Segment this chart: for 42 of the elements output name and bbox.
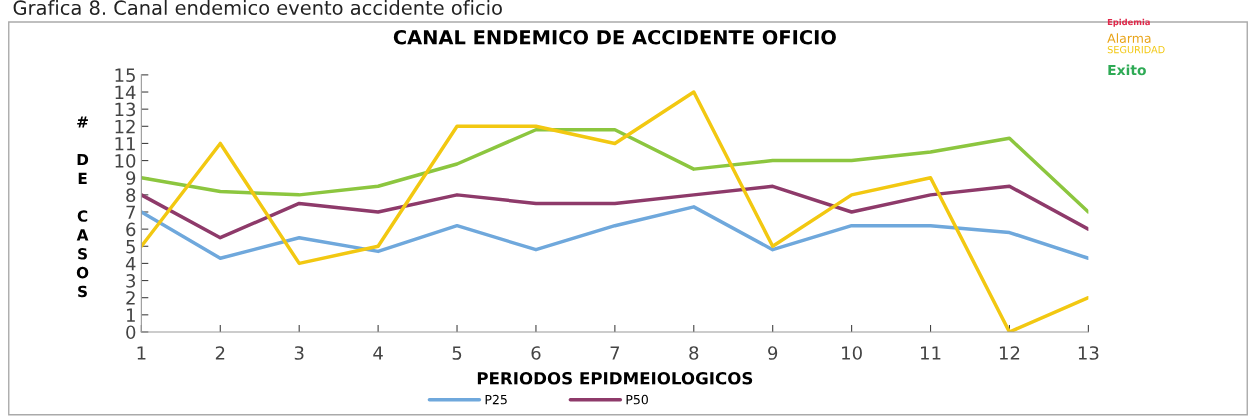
- line-series: [141, 205, 1089, 261]
- y-tick-label: 1: [127, 308, 135, 322]
- x-tick-label: 8: [689, 346, 699, 360]
- y-tick-label: 9: [126, 171, 136, 185]
- y-tick-label: 6: [126, 222, 136, 237]
- legend-label: P50: [626, 394, 648, 405]
- x-tick-label: 12: [999, 346, 1020, 360]
- y-tick-label: 4: [125, 257, 136, 271]
- y-tick-label: 12: [115, 119, 135, 134]
- x-tick-label: 2: [215, 346, 225, 360]
- text: Epidemia: [1107, 18, 1150, 27]
- text: Alarma: [1107, 33, 1151, 43]
- x-tick-label: 7: [610, 346, 620, 360]
- line-series: [141, 127, 1089, 214]
- legend-label: P25: [485, 394, 507, 405]
- y-tick-label: 8: [126, 188, 136, 202]
- text: Exito: [1108, 64, 1146, 76]
- y-tick-label: 7: [126, 205, 135, 219]
- x-tick-label: 10: [842, 346, 862, 360]
- y-tick-label: 15: [115, 68, 135, 82]
- y-tick-label: 10: [115, 154, 136, 168]
- y-tick-label: 0: [126, 325, 136, 340]
- y-tick-label: 11: [115, 137, 135, 151]
- x-tick-label: 1: [137, 346, 146, 360]
- text: Grafica 8. Canal endemico evento accidente oficio: [13, 0, 502, 16]
- x-axis-title: PERIODOS EPIDMEIOLOGICOS: [477, 371, 753, 385]
- line-series: [141, 184, 1089, 240]
- text: # DE CASOS: [76, 116, 89, 298]
- x-tick-label: 4: [373, 346, 383, 360]
- text: SEGURIDAD: [1107, 45, 1165, 54]
- y-tick-label: 2: [126, 291, 135, 305]
- y-tick-label: 13: [115, 102, 136, 117]
- y-tick-label: 5: [126, 239, 135, 254]
- y-tick-label: 14: [115, 85, 136, 99]
- x-tick-label: 9: [768, 346, 778, 360]
- x-tick-label: 11: [921, 346, 941, 360]
- y-tick-label: 3: [126, 274, 136, 288]
- x-tick-label: 3: [294, 346, 304, 360]
- x-tick-label: 5: [452, 346, 462, 360]
- chart-title: CANAL ENDEMICO DE ACCIDENTE OFICIO: [393, 29, 836, 45]
- x-tick-label: 13: [1078, 346, 1099, 360]
- x-tick-label: 6: [531, 346, 541, 360]
